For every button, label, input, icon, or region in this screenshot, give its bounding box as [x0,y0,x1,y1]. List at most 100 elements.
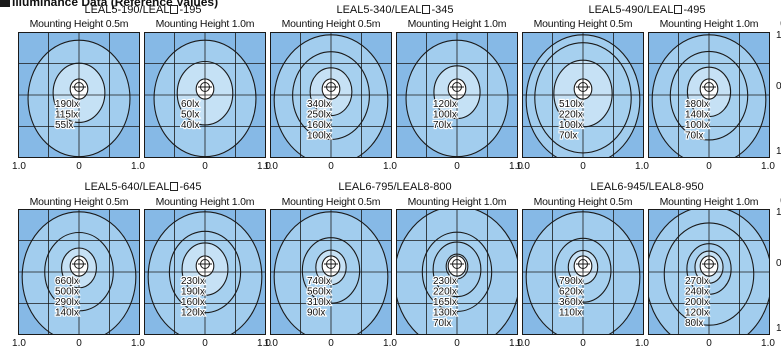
mounting-height-label: Mounting Height 0.5m [281,18,381,30]
mounting-height-label: Mounting Height 1.0m [407,196,507,208]
x-tick-label: 1.0 [264,338,278,349]
contour-label: 220lx [433,287,457,298]
chart-title-part: LEAL5-340/LEAL [336,4,422,16]
x-tick-label: 1.0 [516,338,530,349]
x-tick-label: 0 [580,161,586,172]
mounting-height-label: Mounting Height 0.5m [533,18,633,30]
panel-border [144,209,266,335]
mounting-height-label: Mounting Height 1.0m [659,196,759,208]
contour-label: 100lx [559,120,583,131]
contour-label: 240lx [685,287,709,298]
contour-label: 230lx [433,276,457,287]
blank-box-icon [170,5,179,14]
chart-title: LEAL5-490/LEAL -495 [522,4,772,16]
chart-title-part: -645 [179,181,202,193]
x-tick-label: 0 [76,161,82,172]
contour-label: 190lx [181,287,205,298]
contour-label: 120lx [181,308,205,319]
contour-label: 100lx [307,131,331,142]
contour-label: 140lx [685,110,709,121]
contour-label: 270lx [685,276,709,287]
chart-title-part: LEAL6-945/LEAL8-950 [590,181,704,193]
panel-border [522,32,644,158]
chart-title: LEAL5-190/LEAL -195 [18,4,268,16]
contour-label: 790lx [559,276,583,287]
y-tick-label: 1.0 [776,207,781,218]
contour-label: 500lx [55,287,79,298]
x-tick-label: 1.0 [257,161,271,172]
chart-title: LEAL5-340/LEAL -345 [270,4,520,16]
y-tick-label: 0 [776,81,781,92]
blank-box-icon [422,5,431,14]
contour-label: 115lx [55,110,78,121]
mounting-height-label: Mounting Height 1.0m [155,196,255,208]
mounting-height-label: Mounting Height 0.5m [29,196,129,208]
contour-label: 40lx [181,120,199,131]
contour-label: 60lx [181,99,199,110]
contour-label: 740lx [307,276,331,287]
contour-label: 70lx [559,131,577,142]
panel-border [144,32,266,158]
contour-label: 100lx [685,120,709,131]
y-tick-label: 1.0 (m) [776,146,781,157]
contour-label: 620lx [559,287,583,298]
panel-border [522,209,644,335]
contour-label: 510lx [559,99,583,110]
chart-title-part: LEAL5-640/LEAL [84,181,170,193]
x-tick-label: 1.0 [131,161,145,172]
x-tick-label: 1.0 [131,338,145,349]
mounting-height-label: Mounting Height 1.0m [659,18,759,30]
x-tick-label: 1.0 [264,161,278,172]
panel-border [396,209,518,335]
x-tick-label: 1.0 [761,338,775,349]
contour-label: 290lx [55,297,79,308]
contour-label: 70lx [433,318,451,329]
contour-label: 180lx [685,99,709,110]
contour-label: 160lx [307,120,331,131]
chart-title: LEAL6-945/LEAL8-950 [522,181,772,193]
x-tick-label: 0 [454,338,460,349]
mounting-height-label: Mounting Height 1.0m [407,18,507,30]
x-tick-label: 0 [202,338,208,349]
x-tick-label: 0 [706,161,712,172]
x-tick-label: 0 [76,338,82,349]
x-tick-label: 1.0 [12,338,26,349]
y-tick-label: 1.0 (m) [776,323,781,334]
mounting-height-label: Mounting Height 0.5m [533,196,633,208]
chart-title: LEAL5-640/LEAL -645 [18,181,268,193]
contour-label: 190lx [55,99,79,110]
chart-title-part: LEAL5-490/LEAL [588,4,674,16]
x-tick-label: 0 [202,161,208,172]
panel-border [396,32,518,158]
contour-label: 140lx [55,308,79,319]
contour-label: 90lx [307,308,325,319]
chart-title: LEAL6-795/LEAL8-800 [270,181,520,193]
contour-label: 360lx [559,297,583,308]
x-tick-label: 1.0 [516,161,530,172]
contour-label: 165lx [433,297,457,308]
chart-title-part: -195 [179,4,202,16]
contour-label: 130lx [433,308,457,319]
section-title: Illuminance Data (Reference Values) [12,0,219,9]
chart-title-part: -495 [683,4,706,16]
panel-border [270,32,392,158]
x-tick-label: 0 [454,161,460,172]
x-tick-label: 1.0 [509,338,523,349]
panel-border [270,209,392,335]
chart-title-part: -345 [431,4,454,16]
contour-label: 660lx [55,276,79,287]
blank-box-icon [674,5,683,14]
chart-title-part: LEAL6-795/LEAL8-800 [338,181,452,193]
contour-label: 50lx [181,110,199,121]
blank-box-icon [170,182,179,191]
x-tick-label: 0 [328,338,334,349]
contour-label: 200lx [685,297,709,308]
contour-label: 160lx [181,297,205,308]
x-tick-label: 0 [706,338,712,349]
contour-label: 560lx [307,287,331,298]
